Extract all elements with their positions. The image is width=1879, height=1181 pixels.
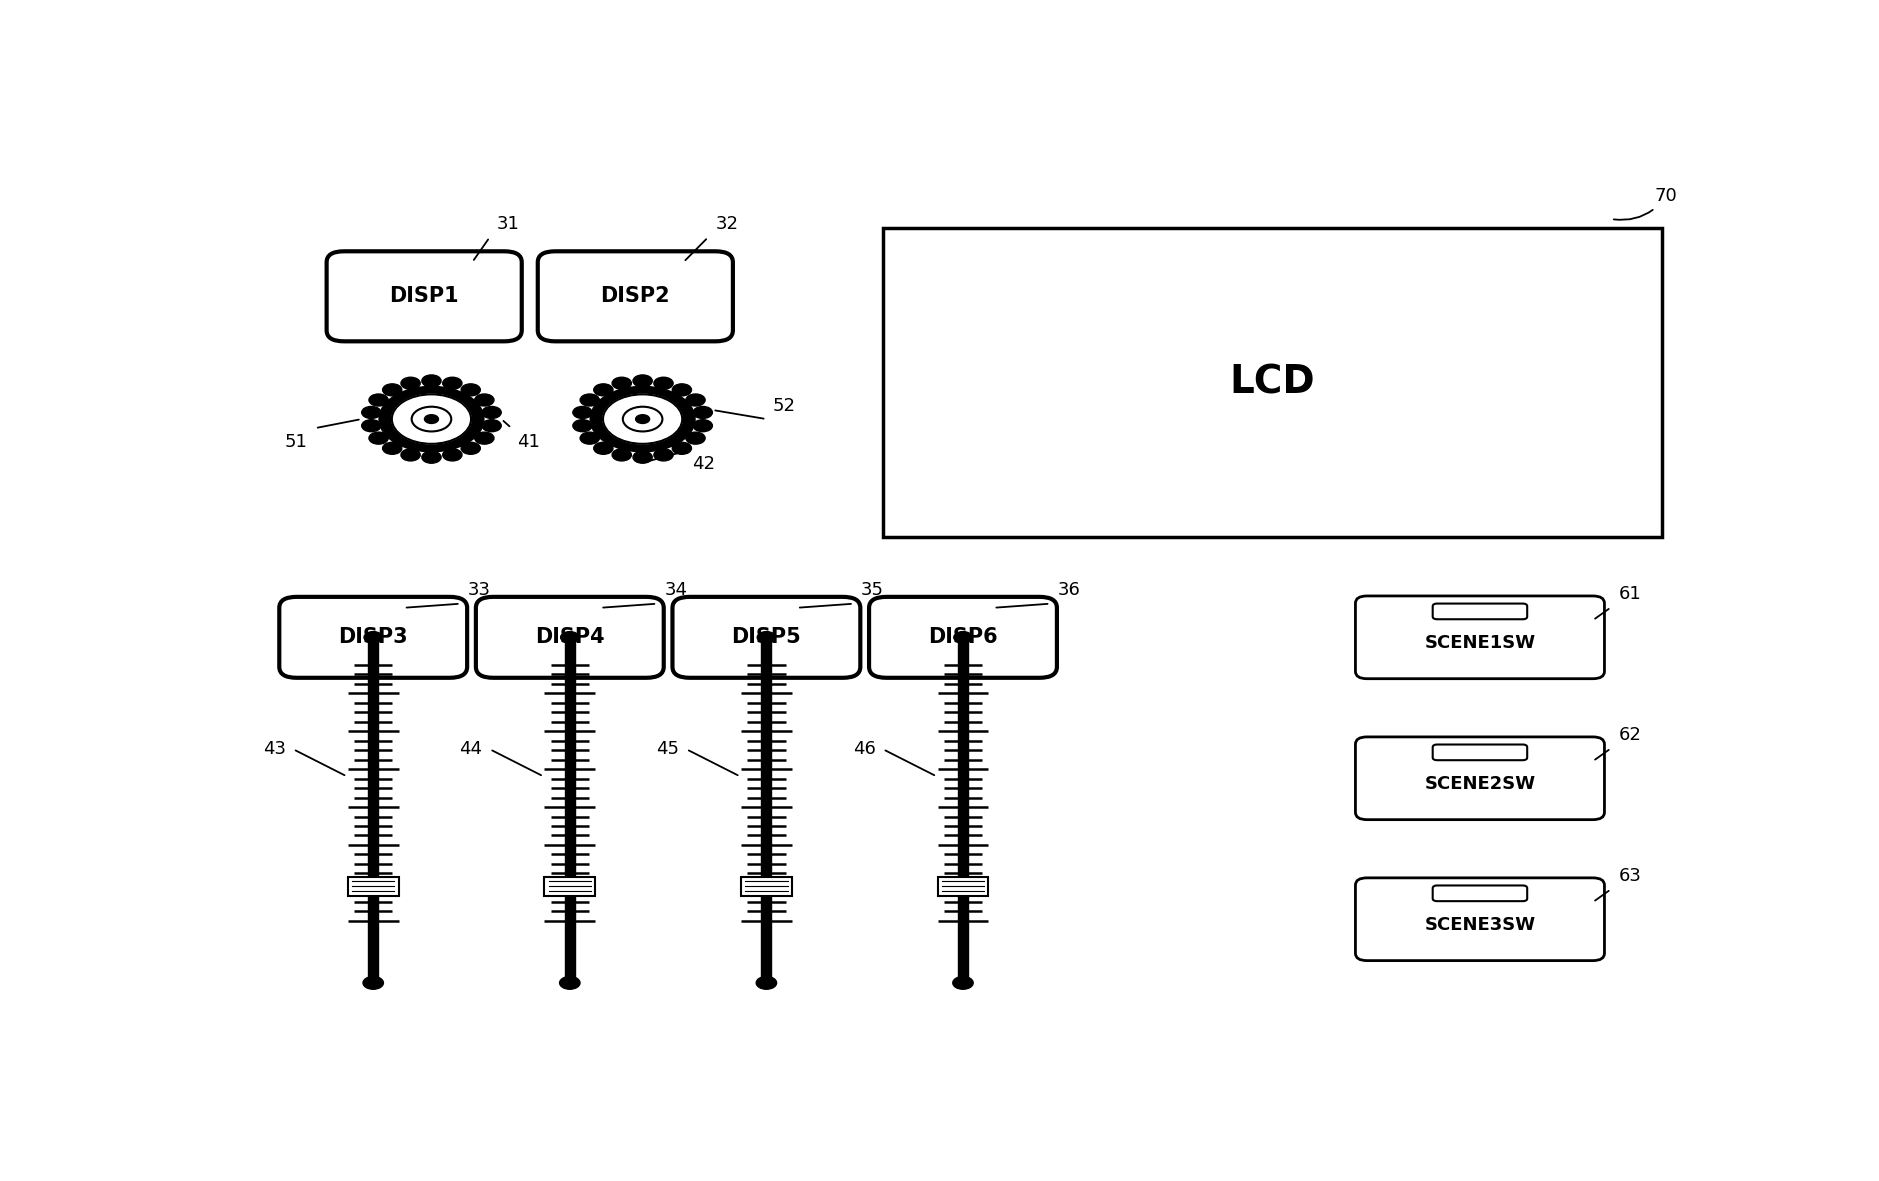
Circle shape: [393, 394, 472, 444]
Circle shape: [380, 386, 485, 452]
Circle shape: [475, 432, 494, 444]
Text: 46: 46: [853, 740, 876, 758]
Text: 61: 61: [1618, 585, 1640, 602]
Text: SCENE1SW: SCENE1SW: [1424, 634, 1535, 652]
Text: 43: 43: [263, 740, 286, 758]
Circle shape: [560, 632, 579, 644]
Circle shape: [363, 977, 383, 990]
Circle shape: [363, 406, 381, 418]
Text: 33: 33: [468, 581, 490, 599]
FancyBboxPatch shape: [1355, 737, 1605, 820]
Text: 31: 31: [496, 215, 520, 233]
Circle shape: [654, 377, 673, 390]
Text: DISP4: DISP4: [536, 627, 605, 647]
Circle shape: [423, 451, 442, 463]
Circle shape: [560, 977, 581, 990]
Circle shape: [483, 419, 502, 432]
Text: 42: 42: [691, 456, 716, 474]
Circle shape: [757, 632, 776, 644]
Circle shape: [686, 432, 705, 444]
Circle shape: [581, 394, 599, 406]
FancyBboxPatch shape: [883, 228, 1661, 537]
Circle shape: [673, 384, 691, 396]
Circle shape: [613, 377, 631, 390]
Circle shape: [483, 406, 502, 418]
FancyBboxPatch shape: [475, 596, 663, 678]
Bar: [938, 876, 988, 895]
FancyBboxPatch shape: [537, 252, 733, 341]
FancyBboxPatch shape: [327, 252, 522, 341]
Text: 70: 70: [1614, 188, 1678, 220]
Circle shape: [383, 384, 402, 396]
Bar: [566, 638, 575, 983]
Circle shape: [475, 394, 494, 406]
Text: 62: 62: [1618, 725, 1640, 744]
Circle shape: [633, 451, 652, 463]
Circle shape: [581, 432, 599, 444]
Text: 35: 35: [861, 581, 883, 599]
Circle shape: [955, 632, 971, 644]
Circle shape: [755, 977, 776, 990]
Circle shape: [365, 632, 383, 644]
Circle shape: [953, 977, 973, 990]
FancyBboxPatch shape: [1355, 877, 1605, 960]
Circle shape: [368, 432, 389, 444]
Circle shape: [573, 406, 592, 418]
Circle shape: [693, 406, 712, 418]
Circle shape: [400, 449, 421, 461]
Text: 45: 45: [656, 740, 678, 758]
Text: 36: 36: [1058, 581, 1080, 599]
Circle shape: [573, 419, 592, 432]
Circle shape: [400, 377, 421, 390]
Text: DISP5: DISP5: [731, 627, 800, 647]
Bar: [348, 876, 398, 895]
Text: 52: 52: [772, 397, 795, 415]
Circle shape: [368, 394, 389, 406]
FancyBboxPatch shape: [870, 596, 1056, 678]
Text: 63: 63: [1618, 867, 1640, 885]
FancyBboxPatch shape: [1432, 744, 1528, 761]
Circle shape: [423, 374, 442, 387]
Circle shape: [425, 415, 438, 424]
Bar: [368, 638, 378, 983]
Bar: [958, 638, 968, 983]
Circle shape: [613, 449, 631, 461]
FancyBboxPatch shape: [280, 596, 468, 678]
Circle shape: [635, 415, 650, 424]
Circle shape: [460, 443, 481, 455]
FancyBboxPatch shape: [673, 596, 861, 678]
Circle shape: [673, 443, 691, 455]
Circle shape: [686, 394, 705, 406]
Bar: [740, 876, 791, 895]
Circle shape: [633, 374, 652, 387]
Circle shape: [594, 443, 613, 455]
Circle shape: [460, 384, 481, 396]
Text: DISP1: DISP1: [389, 286, 458, 306]
Text: 34: 34: [665, 581, 688, 599]
FancyBboxPatch shape: [1355, 596, 1605, 679]
Bar: [761, 638, 772, 983]
Text: LCD: LCD: [1229, 364, 1315, 402]
Text: 51: 51: [286, 432, 308, 451]
Bar: [545, 876, 596, 895]
Text: DISP3: DISP3: [338, 627, 408, 647]
Circle shape: [590, 386, 695, 452]
Circle shape: [363, 419, 381, 432]
Circle shape: [603, 394, 682, 444]
Circle shape: [594, 384, 613, 396]
FancyBboxPatch shape: [1432, 886, 1528, 901]
Text: 44: 44: [460, 740, 483, 758]
Circle shape: [443, 377, 462, 390]
Circle shape: [443, 449, 462, 461]
Text: SCENE3SW: SCENE3SW: [1424, 915, 1535, 934]
FancyBboxPatch shape: [1432, 603, 1528, 619]
Circle shape: [654, 449, 673, 461]
Text: 41: 41: [517, 432, 541, 451]
Text: DISP6: DISP6: [928, 627, 998, 647]
Text: SCENE2SW: SCENE2SW: [1424, 775, 1535, 792]
Circle shape: [693, 419, 712, 432]
Circle shape: [383, 443, 402, 455]
Text: DISP2: DISP2: [601, 286, 671, 306]
Text: 32: 32: [716, 215, 738, 233]
